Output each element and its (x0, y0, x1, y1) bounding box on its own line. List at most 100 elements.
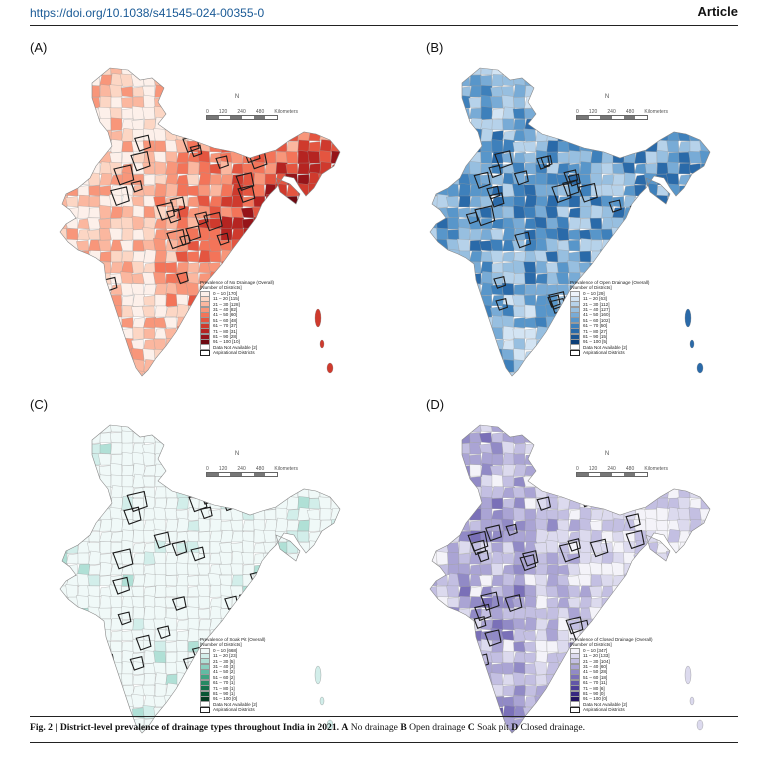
legend-subtitle: [Number of Districts] (570, 642, 612, 648)
scale-tick-label: 0 (576, 466, 579, 472)
map-legend: Prevalence of Soak Pit (Overall) [Number … (200, 637, 310, 713)
scale-tick-label: 240 (607, 466, 616, 472)
scale-tick-label: 120 (218, 466, 228, 472)
legend-item-label: 41 – 50 [28] (583, 669, 608, 675)
legend-item-label: 0 – 10 [170] (213, 290, 238, 296)
scale-unit-label: Kilometers (274, 466, 298, 472)
scale-bar: 0 120 240 480 Kilometers (206, 465, 298, 477)
legend-item-aspirational: Aspirational Districts (570, 706, 680, 713)
map-legend: Prevalence of No Drainage (Overall) [Numb… (200, 280, 310, 356)
top-rule (30, 25, 738, 26)
caption-d-text: Closed drainage. (518, 722, 585, 733)
legend-item-label: 11 – 20 [115] (213, 296, 240, 302)
scale-tick-label: 120 (588, 466, 598, 472)
legend-item-label: 51 – 60 [2] (213, 674, 235, 680)
india-choropleth-map (429, 424, 711, 734)
legend-swatch (570, 349, 580, 356)
legend-item-label: 0 – 10 [347] (583, 647, 608, 653)
caption-c-text: Soak pit (474, 722, 512, 733)
caption-bottom-rule (30, 742, 738, 743)
panel-label: (D) (426, 397, 445, 412)
legend-item-label: 71 – 80 [31] (213, 328, 238, 334)
panel-label: (C) (30, 397, 49, 412)
legend-item-label: 41 – 50 [60] (213, 312, 238, 318)
legend-item-label: 91 – 100 [5] (583, 339, 608, 345)
legend-subtitle: [Number of Districts] (570, 285, 612, 291)
legend-item-label: 51 – 60 [102] (583, 317, 610, 323)
doi-link[interactable]: https://doi.org/10.1038/s41545-024-00355… (30, 6, 265, 20)
scale-tick-label: 120 (218, 109, 228, 115)
india-choropleth-map (59, 424, 341, 734)
india-choropleth-map (429, 67, 711, 377)
scale-unit-label: Kilometers (274, 109, 298, 115)
legend-subtitle: [Number of Districts] (200, 285, 242, 291)
legend-item-label: 11 – 20 [23] (213, 653, 237, 659)
legend-item-label: 61 – 70 [37] (213, 323, 238, 329)
legend-item-label: 71 – 80 [6] (583, 685, 605, 691)
legend-item-label: 61 – 70 [11] (583, 680, 607, 686)
map-legend: Prevalence of Closed Drainage (Overall)[… (570, 637, 680, 713)
scale-bar: 0 120 240 480 Kilometers (576, 108, 668, 120)
panel-label: (A) (30, 40, 48, 55)
scale-tick-label: 480 (255, 109, 265, 115)
legend-item-label: 91 – 100 [0] (213, 696, 238, 702)
caption-a-text: No drainage (348, 722, 401, 733)
legend-title: Prevalence of Closed Drainage (Overall) (570, 637, 653, 642)
legend-swatch (200, 706, 210, 713)
legend-title: Prevalence of No Drainage (Overall) (200, 280, 275, 285)
legend-item-label: Data Not Available [2] (583, 701, 628, 707)
legend-item-label: Data Not Available [2] (583, 344, 628, 350)
caption-a-key: A (341, 722, 349, 733)
legend-item-label: 0 – 10 [29] (583, 290, 605, 296)
legend-item-aspirational: Aspirational Districts (200, 706, 310, 713)
map-panel-c: (C) N 0 120 240 480 Kilometers Prevalence of So… (0, 385, 354, 735)
caption-d-key: D (511, 722, 519, 733)
scale-tick-label: 240 (237, 466, 246, 472)
legend-item-label: 11 – 20 [133] (583, 653, 610, 659)
legend-item-label: 81 – 90 [1] (213, 690, 235, 696)
legend-item-label: 21 – 30 [128] (213, 301, 240, 307)
legend-item-label: 91 – 100 [0] (583, 696, 608, 702)
legend-item-label: 51 – 60 [48] (213, 317, 238, 323)
figure-caption: Fig. 2 | District-level prevalence of dr… (30, 722, 740, 733)
map-panel-d: (D) N 0 120 240 480 Kilometers Prevalence of Cl… (370, 385, 724, 735)
map-panel-b: (B) N 0 120 240 480 Kilometers Prevalence of Op… (370, 28, 724, 378)
legend-item-label: 81 – 90 [0] (583, 690, 605, 696)
legend-item-label: 71 – 80 [27] (583, 328, 608, 334)
scale-unit-label: Kilometers (644, 466, 668, 472)
legend-item-label: 11 – 20 [63] (583, 296, 607, 302)
panel-label: (B) (426, 40, 444, 55)
north-arrow-icon: N (234, 451, 240, 457)
legend-swatch (570, 706, 580, 713)
legend-title: Prevalence of Open Drainage (Overall) (570, 280, 650, 285)
legend-item-label: 71 – 80 [1] (213, 685, 235, 691)
legend-item-label: Data Not Available [2] (213, 344, 258, 350)
legend-item-label: Aspirational Districts (213, 350, 255, 356)
legend-item-label: 61 – 70 [50] (583, 323, 608, 329)
legend-item-label: 31 – 40 [127] (583, 306, 610, 312)
legend-swatch (200, 349, 210, 356)
legend-item-label: 81 – 90 [28] (213, 333, 238, 339)
legend-item-label: 51 – 60 [18] (583, 674, 608, 680)
legend-item-label: 81 – 90 [15] (583, 333, 608, 339)
scale-tick-label: 240 (237, 109, 246, 115)
legend-item-label: 31 – 40 [3] (213, 663, 235, 669)
article-type-label: Article (697, 4, 738, 19)
page-header: https://doi.org/10.1038/s41545-024-00355… (0, 0, 768, 28)
legend-subtitle: [Number of Districts] (200, 642, 242, 648)
scale-unit-label: Kilometers (644, 109, 668, 115)
caption-c-key: C (467, 722, 475, 733)
scale-tick-label: 0 (206, 466, 209, 472)
scale-bar: 0 120 240 480 Kilometers (206, 108, 298, 120)
legend-item-label: 41 – 50 [2] (213, 669, 235, 675)
legend-item-label: 21 – 30 [5] (213, 658, 235, 664)
map-legend: Prevalence of Open Drainage (Overall) [Nu… (570, 280, 680, 356)
scale-tick-label: 0 (576, 109, 579, 115)
legend-item-label: 31 – 40 [60] (583, 663, 608, 669)
caption-b-key: B (400, 722, 407, 733)
north-arrow-icon: N (604, 94, 610, 100)
caption-b-text: Open drainage (406, 722, 468, 733)
legend-title: Prevalence of Soak Pit (Overall) (200, 637, 266, 642)
north-arrow-icon: N (604, 451, 610, 457)
caption-title: Fig. 2 | District-level prevalence of dr… (30, 722, 340, 733)
